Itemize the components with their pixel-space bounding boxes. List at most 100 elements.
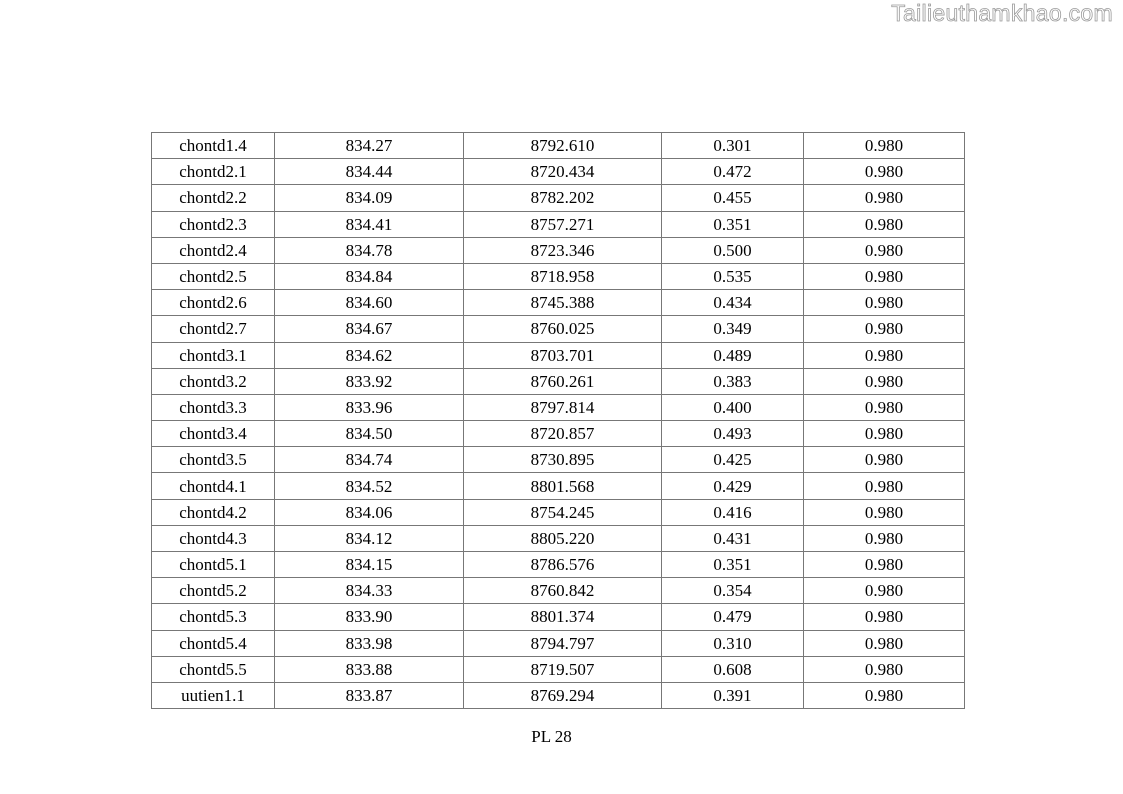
table-cell: 0.608 xyxy=(661,655,804,683)
data-table: chontd1.4 834.27 8792.610 0.301 0.980 chontd2… xyxy=(151,131,965,710)
table-cell: 0.472 xyxy=(661,158,804,186)
table-row: chontd2.4 834.78 8723.346 0.500 0.980 xyxy=(151,236,965,264)
table-cell: chontd2.5 xyxy=(151,262,275,291)
watermark: Tailieuthamkhao.com xyxy=(891,0,1113,26)
table-cell: chontd5.5 xyxy=(151,655,275,683)
table-row: chontd1.4 834.27 8792.610 0.301 0.980 xyxy=(151,131,965,160)
table-cell: chontd2.7 xyxy=(151,315,275,343)
table-cell: 0.980 xyxy=(803,472,965,500)
table-cell: 8760.025 xyxy=(463,315,662,343)
table-cell: 0.980 xyxy=(803,341,965,369)
table-row: chontd5.5 833.88 8719.507 0.608 0.980 xyxy=(151,655,965,683)
table-cell: 834.33 xyxy=(274,577,464,605)
table-cell: 0.425 xyxy=(661,446,804,474)
table-cell: 0.400 xyxy=(661,393,804,422)
table-cell: 0.434 xyxy=(661,289,804,317)
table-cell: 833.87 xyxy=(274,681,464,710)
table-cell: 0.980 xyxy=(803,498,965,526)
table-cell: 0.980 xyxy=(803,210,965,238)
table-cell: 833.92 xyxy=(274,367,464,395)
table-cell: chontd3.1 xyxy=(151,341,275,369)
table-cell: 834.60 xyxy=(274,289,464,317)
table-cell: 0.980 xyxy=(803,367,965,395)
table-cell: chontd3.2 xyxy=(151,367,275,395)
table-row: chontd4.3 834.12 8805.220 0.431 0.980 xyxy=(151,524,965,553)
table-cell: uutien1.1 xyxy=(151,681,275,710)
table-cell: 0.351 xyxy=(661,550,804,579)
table-cell: 834.06 xyxy=(274,498,464,526)
table-row: chontd2.1 834.44 8720.434 0.472 0.980 xyxy=(151,158,965,186)
table-cell: 834.44 xyxy=(274,158,464,186)
table-cell: 0.980 xyxy=(803,184,965,212)
table-cell: 0.429 xyxy=(661,472,804,500)
table-cell: 8792.610 xyxy=(463,131,662,160)
table-row: chontd5.2 834.33 8760.842 0.354 0.980 xyxy=(151,577,965,605)
table-cell: 0.980 xyxy=(803,315,965,343)
table-row: uutien1.1 833.87 8769.294 0.391 0.980 xyxy=(151,681,965,710)
table-cell: 834.52 xyxy=(274,472,464,500)
table-cell: 8797.814 xyxy=(463,393,662,422)
table-cell: 0.431 xyxy=(661,524,804,553)
table-cell: 0.980 xyxy=(803,524,965,553)
table-cell: 0.980 xyxy=(803,393,965,422)
table-cell: 0.493 xyxy=(661,420,804,448)
table-row: chontd2.2 834.09 8782.202 0.455 0.980 xyxy=(151,184,965,212)
table-cell: 8760.842 xyxy=(463,577,662,605)
table-row: chontd5.4 833.98 8794.797 0.310 0.980 xyxy=(151,629,965,657)
table-row: chontd5.1 834.15 8786.576 0.351 0.980 xyxy=(151,550,965,579)
table-row: chontd2.5 834.84 8718.958 0.535 0.980 xyxy=(151,262,965,291)
table-row: chontd5.3 833.90 8801.374 0.479 0.980 xyxy=(151,603,965,631)
table-cell: chontd2.1 xyxy=(151,158,275,186)
table-cell: chontd1.4 xyxy=(151,131,275,160)
table-cell: 8720.434 xyxy=(463,158,662,186)
table-cell: chontd4.1 xyxy=(151,472,275,500)
table-cell: 0.455 xyxy=(661,184,804,212)
table-cell: chontd4.3 xyxy=(151,524,275,553)
table-cell: 834.67 xyxy=(274,315,464,343)
table-cell: 0.383 xyxy=(661,367,804,395)
table-cell: chontd3.5 xyxy=(151,446,275,474)
table-cell: 833.90 xyxy=(274,603,464,631)
table-cell: 834.41 xyxy=(274,210,464,238)
table-cell: 834.78 xyxy=(274,236,464,264)
table-row: chontd3.5 834.74 8730.895 0.425 0.980 xyxy=(151,446,965,474)
table-cell: 0.980 xyxy=(803,158,965,186)
table-row: chontd2.7 834.67 8760.025 0.349 0.980 xyxy=(151,315,965,343)
table-row: chontd4.2 834.06 8754.245 0.416 0.980 xyxy=(151,498,965,526)
table-cell: chontd5.2 xyxy=(151,577,275,605)
table-cell: 834.62 xyxy=(274,341,464,369)
table-cell: 0.500 xyxy=(661,236,804,264)
table-cell: 0.980 xyxy=(803,236,965,264)
table-cell: 834.84 xyxy=(274,262,464,291)
table-cell: 0.980 xyxy=(803,629,965,657)
table-cell: 8786.576 xyxy=(463,550,662,579)
table-cell: 0.980 xyxy=(803,681,965,710)
table-cell: 0.980 xyxy=(803,420,965,448)
table-cell: 834.27 xyxy=(274,131,464,160)
table-cell: chontd4.2 xyxy=(151,498,275,526)
table-cell: 0.980 xyxy=(803,289,965,317)
table-cell: 0.980 xyxy=(803,577,965,605)
table-cell: 8718.958 xyxy=(463,262,662,291)
table-cell: 8801.568 xyxy=(463,472,662,500)
table-cell: 0.489 xyxy=(661,341,804,369)
table-cell: chontd2.4 xyxy=(151,236,275,264)
table-cell: 0.416 xyxy=(661,498,804,526)
table-cell: chontd2.2 xyxy=(151,184,275,212)
table-cell: chontd2.3 xyxy=(151,210,275,238)
table-row: chontd2.6 834.60 8745.388 0.434 0.980 xyxy=(151,289,965,317)
table-cell: 8757.271 xyxy=(463,210,662,238)
table-cell: 0.980 xyxy=(803,603,965,631)
table-cell: 0.351 xyxy=(661,210,804,238)
table-row: chontd3.4 834.50 8720.857 0.493 0.980 xyxy=(151,420,965,448)
table-cell: chontd2.6 xyxy=(151,289,275,317)
table-cell: chontd3.3 xyxy=(151,393,275,422)
table-cell: chontd5.1 xyxy=(151,550,275,579)
table-row: chontd2.3 834.41 8757.271 0.351 0.980 xyxy=(151,210,965,238)
table-cell: 0.980 xyxy=(803,131,965,160)
table-cell: 0.301 xyxy=(661,131,804,160)
table-row: chontd3.1 834.62 8703.701 0.489 0.980 xyxy=(151,341,965,369)
table-cell: 0.349 xyxy=(661,315,804,343)
table-cell: 8723.346 xyxy=(463,236,662,264)
